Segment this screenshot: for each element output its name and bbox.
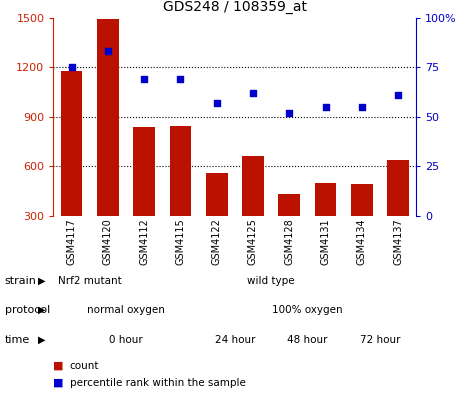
- Text: ■: ■: [53, 360, 64, 371]
- Text: wild type: wild type: [247, 276, 295, 286]
- Text: normal oxygen: normal oxygen: [87, 305, 165, 315]
- Text: count: count: [70, 360, 99, 371]
- Point: [249, 90, 257, 96]
- Point: [68, 64, 75, 70]
- Text: GSM4120: GSM4120: [103, 219, 113, 265]
- Bar: [315, 183, 336, 265]
- Text: GSM4117: GSM4117: [66, 219, 77, 265]
- Bar: [387, 160, 409, 265]
- Text: GSM4137: GSM4137: [393, 219, 403, 265]
- Bar: [133, 127, 155, 265]
- Text: GSM4115: GSM4115: [175, 219, 186, 265]
- Bar: [61, 71, 82, 265]
- Bar: [97, 19, 119, 265]
- Text: time: time: [5, 335, 30, 345]
- Text: 48 hour: 48 hour: [287, 335, 328, 345]
- Text: ▶: ▶: [38, 276, 46, 286]
- Point: [104, 48, 112, 55]
- Text: 100% oxygen: 100% oxygen: [272, 305, 343, 315]
- Bar: [351, 184, 372, 265]
- Bar: [279, 194, 300, 265]
- Point: [322, 104, 329, 110]
- Text: protocol: protocol: [5, 305, 50, 315]
- Bar: [206, 173, 227, 265]
- Point: [358, 104, 365, 110]
- Point: [140, 76, 148, 82]
- Text: ■: ■: [53, 378, 64, 388]
- Text: 24 hour: 24 hour: [214, 335, 255, 345]
- Text: Nrf2 mutant: Nrf2 mutant: [58, 276, 122, 286]
- Text: GSM4125: GSM4125: [248, 219, 258, 265]
- Text: 0 hour: 0 hour: [109, 335, 143, 345]
- Point: [286, 110, 293, 116]
- Bar: [242, 156, 264, 265]
- Text: GSM4128: GSM4128: [284, 219, 294, 265]
- Text: GSM4134: GSM4134: [357, 219, 367, 265]
- Text: GSM4131: GSM4131: [320, 219, 331, 265]
- Text: percentile rank within the sample: percentile rank within the sample: [70, 378, 246, 388]
- Point: [213, 100, 220, 106]
- Point: [394, 92, 402, 98]
- Bar: [170, 126, 191, 265]
- Text: GSM4122: GSM4122: [212, 219, 222, 265]
- Point: [177, 76, 184, 82]
- Text: strain: strain: [5, 276, 37, 286]
- Text: ▶: ▶: [38, 335, 46, 345]
- Title: GDS248 / 108359_at: GDS248 / 108359_at: [163, 0, 307, 14]
- Text: 72 hour: 72 hour: [359, 335, 400, 345]
- Text: GSM4112: GSM4112: [139, 219, 149, 265]
- Text: ▶: ▶: [38, 305, 46, 315]
